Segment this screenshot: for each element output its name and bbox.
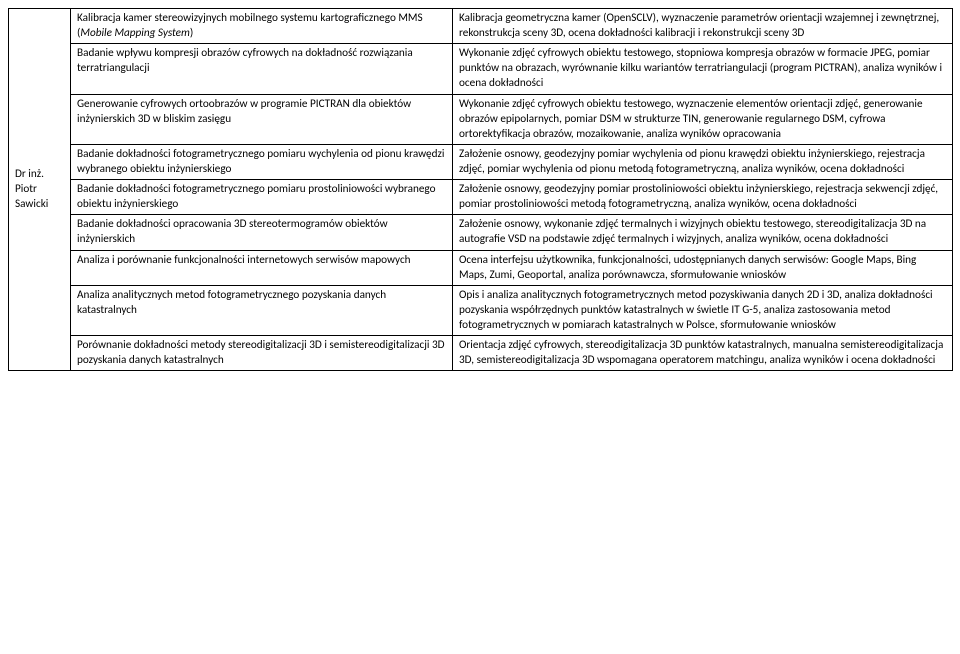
desc-text: Opis i analiza analitycznych fotogrametr… xyxy=(459,288,933,332)
topic-cell: Analiza i porównanie funkcjonalności int… xyxy=(71,250,453,285)
desc-cell: Założenie osnowy, wykonanie zdjęć termal… xyxy=(453,215,953,250)
table-row: Analiza i porównanie funkcjonalności int… xyxy=(9,250,953,285)
desc-text: Założenie osnowy, geodezyjny pomiar wych… xyxy=(459,147,925,176)
topic-text-italic: Mobile Mapping System xyxy=(80,26,189,40)
desc-cell: Założenie osnowy, geodezyjny pomiar pros… xyxy=(453,180,953,215)
topic-text: Badanie dokładności opracowania 3D stere… xyxy=(77,217,388,246)
desc-text: Wykonanie zdjęć cyfrowych obiektu testow… xyxy=(459,97,923,141)
author-cell: Dr inż. Piotr Sawicki xyxy=(9,9,71,371)
topic-cell: Badanie dokładności fotogrametrycznego p… xyxy=(71,144,453,179)
table-row: Badanie wpływu kompresji obrazów cyfrowy… xyxy=(9,44,953,94)
table-row: Dr inż. Piotr Sawicki Kalibracja kamer s… xyxy=(9,9,953,44)
desc-cell: Wykonanie zdjęć cyfrowych obiektu testow… xyxy=(453,44,953,94)
topic-cell: Badanie dokładności fotogrametrycznego p… xyxy=(71,180,453,215)
table-row: Porównanie dokładności metody stereodigi… xyxy=(9,336,953,371)
desc-text: Założenie osnowy, wykonanie zdjęć termal… xyxy=(459,217,926,246)
table-row: Analiza analitycznych metod fotogrametry… xyxy=(9,285,953,335)
desc-text: Założenie osnowy, geodezyjny pomiar pros… xyxy=(459,182,938,211)
topic-text: Analiza i porównanie funkcjonalności int… xyxy=(77,253,411,267)
desc-cell: Założenie osnowy, geodezyjny pomiar wych… xyxy=(453,144,953,179)
topic-text: Porównanie dokładności metody stereodigi… xyxy=(77,338,445,367)
author-name: Dr inż. Piotr Sawicki xyxy=(15,167,48,211)
topic-cell: Badanie wpływu kompresji obrazów cyfrowy… xyxy=(71,44,453,94)
desc-cell: Kalibracja geometryczna kamer (OpenSCLV)… xyxy=(453,9,953,44)
topic-cell: Kalibracja kamer stereowizyjnych mobilne… xyxy=(71,9,453,44)
table-row: Badanie dokładności opracowania 3D stere… xyxy=(9,215,953,250)
desc-text: Ocena interfejsu użytkownika, funkcjonal… xyxy=(459,253,916,282)
table-row: Badanie dokładności fotogrametrycznego p… xyxy=(9,144,953,179)
topic-text: Badanie dokładności fotogrametrycznego p… xyxy=(77,147,444,176)
desc-cell: Ocena interfejsu użytkownika, funkcjonal… xyxy=(453,250,953,285)
desc-cell: Opis i analiza analitycznych fotogrametr… xyxy=(453,285,953,335)
table-row: Generowanie cyfrowych ortoobrazów w prog… xyxy=(9,94,953,144)
topic-text: Analiza analitycznych metod fotogrametry… xyxy=(77,288,386,317)
desc-cell: Wykonanie zdjęć cyfrowych obiektu testow… xyxy=(453,94,953,144)
topic-cell: Badanie dokładności opracowania 3D stere… xyxy=(71,215,453,250)
topic-cell: Porównanie dokładności metody stereodigi… xyxy=(71,336,453,371)
topic-text: Generowanie cyfrowych ortoobrazów w prog… xyxy=(77,97,411,126)
desc-text: Orientacja zdjęć cyfrowych, stereodigita… xyxy=(459,338,943,367)
desc-cell: Orientacja zdjęć cyfrowych, stereodigita… xyxy=(453,336,953,371)
topic-text-post: ) xyxy=(190,26,193,40)
topics-table: Dr inż. Piotr Sawicki Kalibracja kamer s… xyxy=(8,8,953,371)
topic-cell: Generowanie cyfrowych ortoobrazów w prog… xyxy=(71,94,453,144)
desc-text: Kalibracja geometryczna kamer (OpenSCLV)… xyxy=(459,11,939,40)
topic-text: Badanie wpływu kompresji obrazów cyfrowy… xyxy=(77,46,413,75)
desc-text: Wykonanie zdjęć cyfrowych obiektu testow… xyxy=(459,46,942,90)
table-row: Badanie dokładności fotogrametrycznego p… xyxy=(9,180,953,215)
topic-cell: Analiza analitycznych metod fotogrametry… xyxy=(71,285,453,335)
topic-text: Badanie dokładności fotogrametrycznego p… xyxy=(77,182,436,211)
